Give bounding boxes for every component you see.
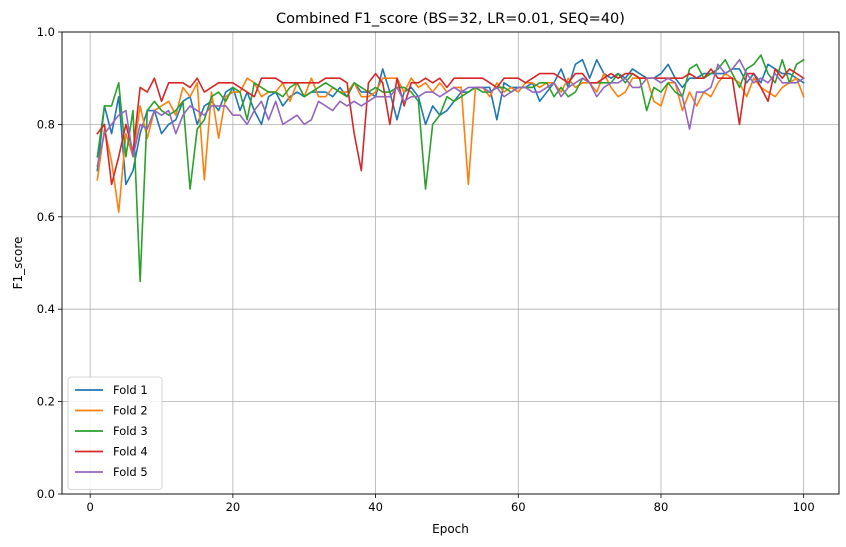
legend-label-fold-2: Fold 2 bbox=[113, 404, 148, 418]
x-tick-label: 20 bbox=[226, 500, 241, 514]
x-tick-label: 40 bbox=[368, 500, 383, 514]
legend-label-fold-4: Fold 4 bbox=[113, 445, 148, 459]
y-tick-label: 0.0 bbox=[37, 487, 55, 501]
x-tick-label: 60 bbox=[511, 500, 526, 514]
y-axis-label: F1_score bbox=[11, 237, 25, 290]
axis-ticks: 0 20 40 60 80 100 0.0 0.2 0.4 0.6 0.8 1.0 bbox=[37, 25, 815, 514]
x-tick-label: 0 bbox=[87, 500, 94, 514]
y-tick-label: 0.6 bbox=[37, 210, 55, 224]
series-line-fold-3 bbox=[96, 54, 805, 283]
y-tick-label: 0.4 bbox=[37, 302, 55, 316]
legend: Fold 1 Fold 2 Fold 3 Fold 4 Fold 5 bbox=[67, 376, 163, 490]
x-tick-label: 100 bbox=[793, 500, 815, 514]
plot-frame bbox=[61, 31, 840, 495]
legend-label-fold-5: Fold 5 bbox=[113, 465, 148, 479]
series-line-fold-4 bbox=[96, 68, 805, 186]
legend-box bbox=[67, 376, 163, 490]
y-tick-label: 0.8 bbox=[37, 117, 55, 131]
x-axis-label: Epoch bbox=[432, 522, 469, 536]
legend-label-fold-3: Fold 3 bbox=[113, 424, 148, 438]
chart-title: Combined F1_score (BS=32, LR=0.01, SEQ=4… bbox=[276, 11, 625, 27]
series-line-fold-5 bbox=[96, 58, 805, 167]
y-tick-label: 1.0 bbox=[37, 25, 55, 39]
series-lines bbox=[96, 54, 805, 283]
legend-label-fold-1: Fold 1 bbox=[113, 383, 148, 397]
x-tick-label: 80 bbox=[654, 500, 669, 514]
y-tick-label: 0.2 bbox=[37, 395, 55, 409]
